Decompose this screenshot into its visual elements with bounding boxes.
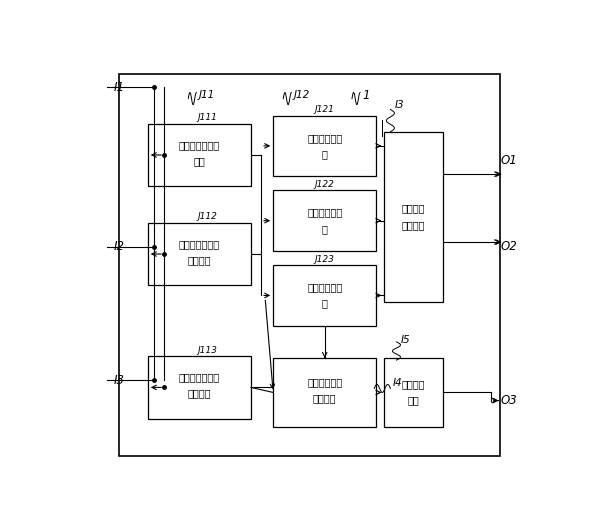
Text: 路: 路 (322, 299, 327, 309)
Text: 第一单端信号接: 第一单端信号接 (179, 239, 220, 249)
Bar (384, 132, 443, 301)
Bar (267, 96, 387, 328)
Bar (148, 356, 251, 419)
Text: J123: J123 (315, 255, 335, 264)
Bar (273, 358, 376, 427)
Text: 自编址及数据: 自编址及数据 (307, 377, 342, 387)
Bar (273, 191, 376, 251)
Text: 收子电路: 收子电路 (188, 388, 211, 398)
Text: J121: J121 (315, 105, 335, 114)
Text: 第二单端信号接: 第二单端信号接 (179, 372, 220, 382)
Bar (148, 223, 251, 286)
Text: I5: I5 (400, 335, 410, 345)
Text: J11: J11 (198, 90, 214, 100)
Bar (273, 265, 376, 326)
Bar (273, 116, 376, 176)
Text: 数据输出: 数据输出 (402, 380, 425, 390)
Text: 收子电路: 收子电路 (188, 255, 211, 265)
Text: 第二解码子电: 第二解码子电 (307, 207, 342, 217)
Text: 第一解码子电: 第一解码子电 (307, 133, 342, 143)
Bar (384, 358, 443, 427)
Text: J122: J122 (315, 180, 335, 189)
Text: 差分信号接收子: 差分信号接收子 (179, 140, 220, 150)
Text: O3: O3 (500, 394, 517, 407)
Bar (142, 97, 257, 435)
Text: O2: O2 (500, 240, 517, 254)
Text: 路: 路 (322, 149, 327, 159)
Text: 判断电路: 判断电路 (402, 219, 425, 230)
Text: I3: I3 (114, 374, 124, 387)
Text: 电路: 电路 (193, 156, 205, 166)
Text: I1: I1 (114, 81, 124, 94)
Text: J111: J111 (198, 113, 217, 122)
Bar (148, 124, 251, 186)
Text: 通道有效: 通道有效 (402, 204, 425, 214)
Text: 电路: 电路 (408, 395, 420, 405)
Text: J112: J112 (198, 212, 217, 221)
Text: I2: I2 (114, 240, 124, 254)
Text: J113: J113 (198, 345, 217, 354)
Text: I3: I3 (394, 100, 404, 110)
Text: I4: I4 (393, 378, 402, 388)
Text: O1: O1 (500, 153, 517, 166)
Bar (138, 96, 483, 441)
Text: 第三解码子电: 第三解码子电 (307, 282, 342, 292)
Text: 路: 路 (322, 224, 327, 234)
Text: 获取电路: 获取电路 (313, 394, 336, 404)
Text: 1: 1 (363, 89, 370, 102)
Text: J12: J12 (294, 90, 310, 100)
